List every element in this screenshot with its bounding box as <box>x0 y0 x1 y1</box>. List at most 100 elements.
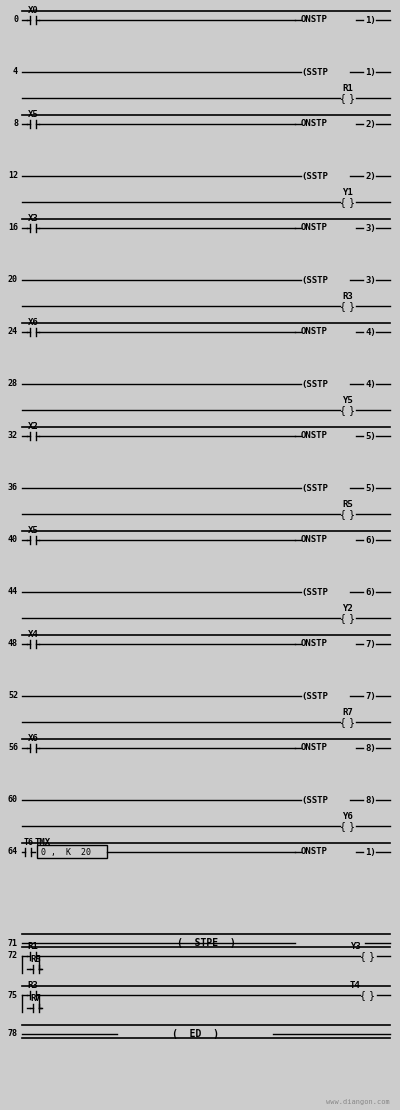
Text: 20: 20 <box>8 275 18 284</box>
Text: (  STPE  ): ( STPE ) <box>177 938 235 948</box>
Text: }: } <box>349 613 355 623</box>
Text: 60: 60 <box>8 796 18 805</box>
Text: 28: 28 <box>8 380 18 388</box>
Text: 78: 78 <box>8 1029 18 1039</box>
Text: }: } <box>349 821 355 831</box>
Text: R1: R1 <box>28 942 38 951</box>
Text: T6: T6 <box>24 838 34 847</box>
Text: 72: 72 <box>8 951 18 960</box>
Text: {: { <box>340 509 346 519</box>
Text: ONSTP: ONSTP <box>301 848 328 857</box>
Text: (SSTP: (SSTP <box>301 692 328 700</box>
Text: X5: X5 <box>28 526 38 535</box>
Text: 7): 7) <box>365 692 376 700</box>
Text: Y6: Y6 <box>342 813 353 821</box>
Text: 1): 1) <box>365 16 376 24</box>
Text: (  ED  ): ( ED ) <box>172 1029 218 1039</box>
Text: }: } <box>349 509 355 519</box>
Text: 8): 8) <box>365 744 376 753</box>
Text: ONSTP: ONSTP <box>301 744 328 753</box>
Text: Y5: Y5 <box>342 396 353 405</box>
Text: {: { <box>340 301 346 311</box>
Text: R7: R7 <box>31 993 41 1003</box>
Text: 8: 8 <box>13 120 18 129</box>
Text: X0: X0 <box>28 6 38 16</box>
Text: R1: R1 <box>342 84 353 93</box>
Text: X3: X3 <box>28 214 38 223</box>
Text: (SSTP: (SSTP <box>301 172 328 181</box>
Text: ONSTP: ONSTP <box>301 432 328 441</box>
Text: 4: 4 <box>13 68 18 77</box>
Text: ONSTP: ONSTP <box>301 327 328 336</box>
Text: 3): 3) <box>365 223 376 232</box>
Text: 2): 2) <box>365 120 376 129</box>
Text: TMX: TMX <box>35 838 51 847</box>
Text: 48: 48 <box>8 639 18 648</box>
Text: 6): 6) <box>365 535 376 545</box>
Text: 40: 40 <box>8 535 18 545</box>
Text: (SSTP: (SSTP <box>301 275 328 284</box>
Text: {: { <box>340 196 346 206</box>
Text: T4: T4 <box>350 981 361 990</box>
Text: (SSTP: (SSTP <box>301 796 328 805</box>
Text: ONSTP: ONSTP <box>301 535 328 545</box>
Text: X5: X5 <box>28 110 38 119</box>
Text: }: } <box>369 951 375 961</box>
Text: 2): 2) <box>365 172 376 181</box>
Text: ONSTP: ONSTP <box>301 639 328 648</box>
Text: 32: 32 <box>8 432 18 441</box>
Text: 56: 56 <box>8 744 18 753</box>
Text: 1): 1) <box>365 848 376 857</box>
Text: 4): 4) <box>365 380 376 388</box>
Text: }: } <box>349 717 355 727</box>
Text: {: { <box>340 717 346 727</box>
Text: X6: X6 <box>28 734 38 743</box>
Text: (SSTP: (SSTP <box>301 484 328 493</box>
Text: 36: 36 <box>8 484 18 493</box>
Text: 3): 3) <box>365 275 376 284</box>
Text: 4): 4) <box>365 327 376 336</box>
Text: X6: X6 <box>28 317 38 327</box>
Text: }: } <box>349 301 355 311</box>
Text: (SSTP: (SSTP <box>301 587 328 596</box>
Text: R5: R5 <box>31 955 41 963</box>
Text: {: { <box>340 93 346 103</box>
Text: R3: R3 <box>28 981 38 990</box>
Text: 24: 24 <box>8 327 18 336</box>
Text: ONSTP: ONSTP <box>301 16 328 24</box>
Text: ONSTP: ONSTP <box>301 223 328 232</box>
Text: {: { <box>360 990 366 1000</box>
Text: 0: 0 <box>13 16 18 24</box>
Text: {: { <box>340 405 346 415</box>
Text: 0 ,  K  20: 0 , K 20 <box>41 848 91 857</box>
Text: X4: X4 <box>28 630 38 639</box>
Text: 71: 71 <box>8 938 18 948</box>
Text: (SSTP: (SSTP <box>301 68 328 77</box>
Text: 5): 5) <box>365 432 376 441</box>
Text: 5): 5) <box>365 484 376 493</box>
Text: {: { <box>340 613 346 623</box>
Text: }: } <box>349 405 355 415</box>
Text: R3: R3 <box>342 292 353 301</box>
Text: 75: 75 <box>8 990 18 999</box>
Text: {: { <box>340 821 346 831</box>
Text: }: } <box>369 990 375 1000</box>
Text: Y3: Y3 <box>350 942 361 951</box>
Text: 7): 7) <box>365 639 376 648</box>
Text: Y2: Y2 <box>342 604 353 613</box>
Text: 1): 1) <box>365 68 376 77</box>
Text: ONSTP: ONSTP <box>301 120 328 129</box>
Text: }: } <box>349 93 355 103</box>
Text: 12: 12 <box>8 172 18 181</box>
Text: R5: R5 <box>342 500 353 509</box>
Text: www.diangon.com: www.diangon.com <box>326 1099 390 1104</box>
Text: }: } <box>349 196 355 206</box>
Text: 64: 64 <box>8 848 18 857</box>
Text: 44: 44 <box>8 587 18 596</box>
Text: 16: 16 <box>8 223 18 232</box>
Text: 8): 8) <box>365 796 376 805</box>
Text: 6): 6) <box>365 587 376 596</box>
Text: 52: 52 <box>8 692 18 700</box>
Text: {: { <box>360 951 366 961</box>
Text: X2: X2 <box>28 422 38 431</box>
